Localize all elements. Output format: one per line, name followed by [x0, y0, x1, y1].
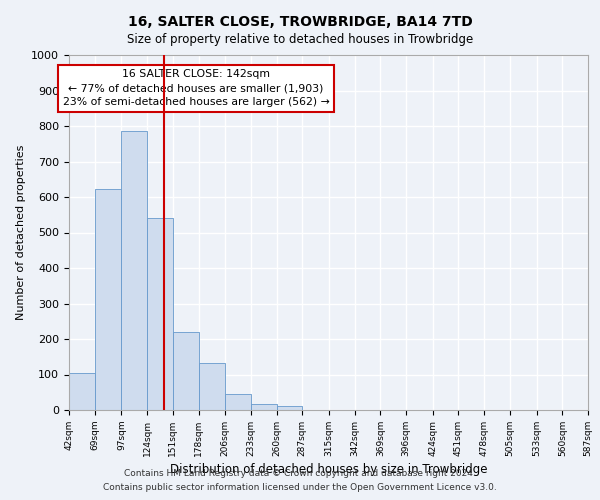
Text: 16 SALTER CLOSE: 142sqm
← 77% of detached houses are smaller (1,903)
23% of semi: 16 SALTER CLOSE: 142sqm ← 77% of detache… [63, 69, 329, 107]
Bar [147, 218, 173, 410]
Y-axis label: Number of detached properties: Number of detached properties [16, 145, 26, 320]
Bar [277, 406, 302, 410]
Bar [199, 363, 225, 410]
Text: Contains HM Land Registry data © Crown copyright and database right 2024.: Contains HM Land Registry data © Crown c… [124, 468, 476, 477]
Bar [121, 131, 147, 410]
Bar [173, 332, 199, 410]
Text: Size of property relative to detached houses in Trowbridge: Size of property relative to detached ho… [127, 32, 473, 46]
Text: 16, SALTER CLOSE, TROWBRIDGE, BA14 7TD: 16, SALTER CLOSE, TROWBRIDGE, BA14 7TD [128, 15, 472, 29]
X-axis label: Distribution of detached houses by size in Trowbridge: Distribution of detached houses by size … [170, 463, 487, 476]
Text: Contains public sector information licensed under the Open Government Licence v3: Contains public sector information licen… [103, 484, 497, 492]
Bar [95, 189, 121, 410]
Bar [69, 374, 95, 410]
Bar [251, 404, 277, 410]
Bar [225, 394, 251, 410]
